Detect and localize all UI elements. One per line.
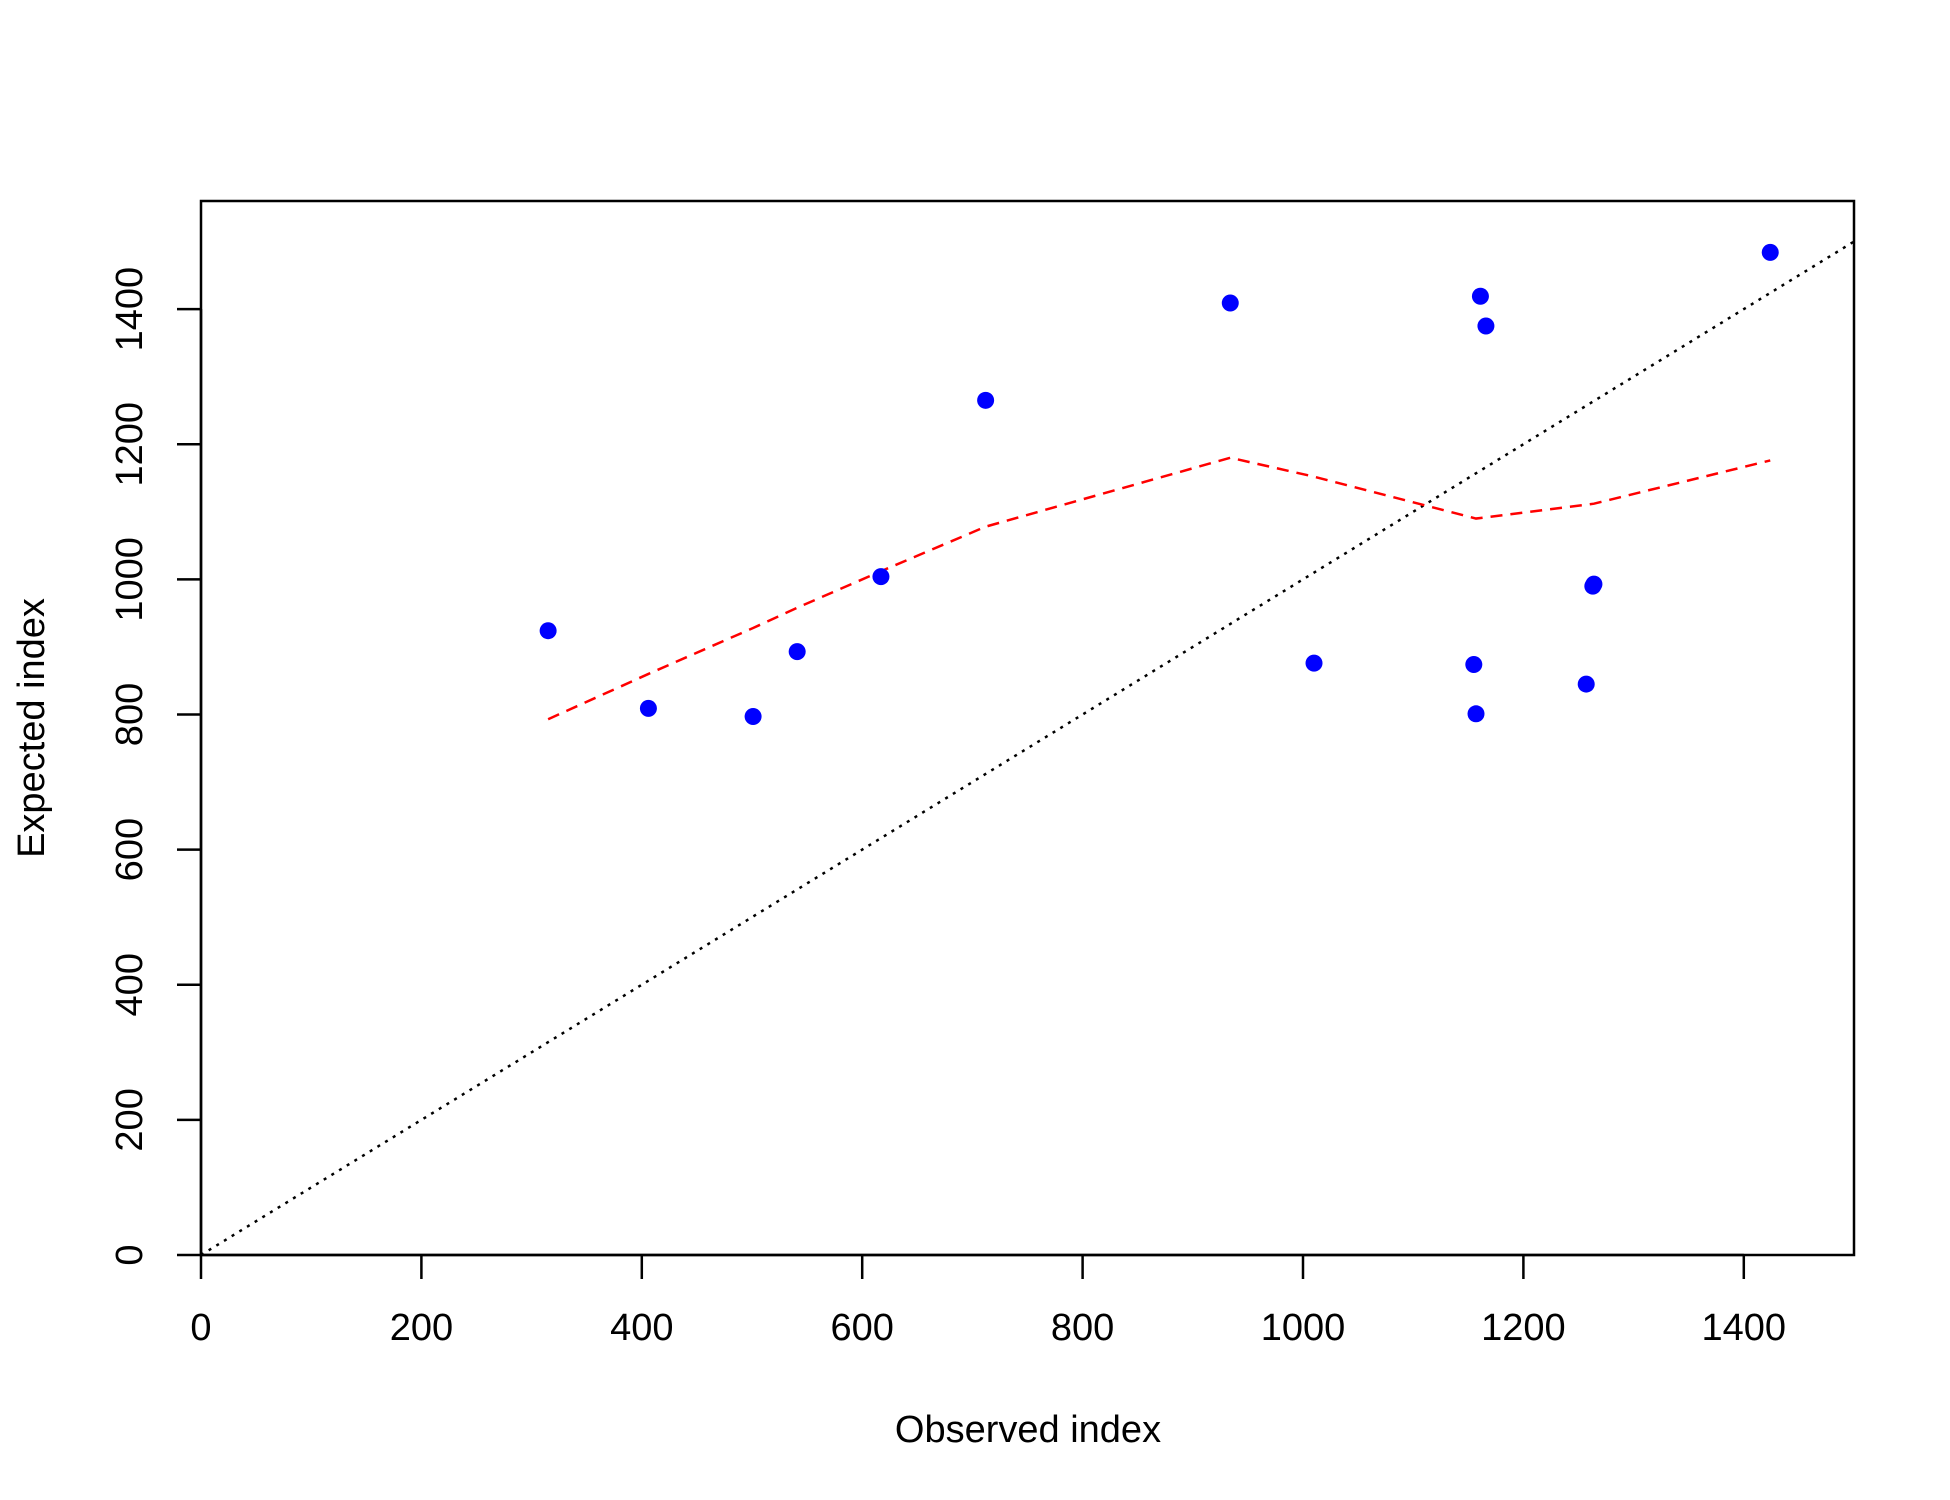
data-point xyxy=(1467,705,1485,723)
y-axis-label: Expected index xyxy=(11,598,53,858)
x-axis: 0 200 400 600 800 1000 1200 1400 xyxy=(190,1253,1787,1349)
plot-frame xyxy=(199,199,1856,1257)
y-axis: 0 200 400 600 800 1000 1200 1400 xyxy=(109,267,203,1266)
reference-line-layer xyxy=(200,240,1855,1257)
y-tick-label: 800 xyxy=(109,683,151,746)
data-point xyxy=(788,643,806,661)
y-tick-label: 1200 xyxy=(109,402,151,487)
y-tick-label: 1000 xyxy=(109,537,151,622)
x-axis-label: Observed index xyxy=(895,1409,1161,1451)
data-point xyxy=(1465,655,1483,673)
data-point xyxy=(539,622,557,640)
x-tick-label: 1000 xyxy=(1261,1307,1346,1349)
data-point xyxy=(1577,675,1595,693)
data-point xyxy=(639,699,657,717)
points-layer xyxy=(539,243,1779,726)
data-point xyxy=(1305,654,1323,672)
x-tick-label: 600 xyxy=(830,1307,893,1349)
data-point xyxy=(744,708,762,726)
data-point xyxy=(977,391,995,409)
x-tick-label: 800 xyxy=(1051,1307,1114,1349)
data-point xyxy=(1221,294,1239,312)
y-tick-label: 0 xyxy=(109,1244,151,1265)
data-point xyxy=(1477,317,1495,335)
smooth-line xyxy=(547,456,1771,721)
x-tick-label: 200 xyxy=(390,1307,453,1349)
data-point xyxy=(1761,243,1779,261)
y-tick-label: 1400 xyxy=(109,267,151,352)
x-tick-label: 0 xyxy=(190,1307,211,1349)
data-point xyxy=(872,568,890,586)
y-tick-label: 400 xyxy=(109,953,151,1016)
smooth-line-layer xyxy=(547,456,1771,721)
data-point xyxy=(1585,575,1603,593)
x-tick-label: 1200 xyxy=(1481,1307,1566,1349)
x-tick-label: 1400 xyxy=(1702,1307,1787,1349)
reference-line xyxy=(200,240,1855,1257)
y-tick-label: 200 xyxy=(109,1088,151,1151)
x-tick-label: 400 xyxy=(610,1307,673,1349)
data-point xyxy=(1471,287,1489,305)
y-tick-label: 600 xyxy=(109,818,151,881)
